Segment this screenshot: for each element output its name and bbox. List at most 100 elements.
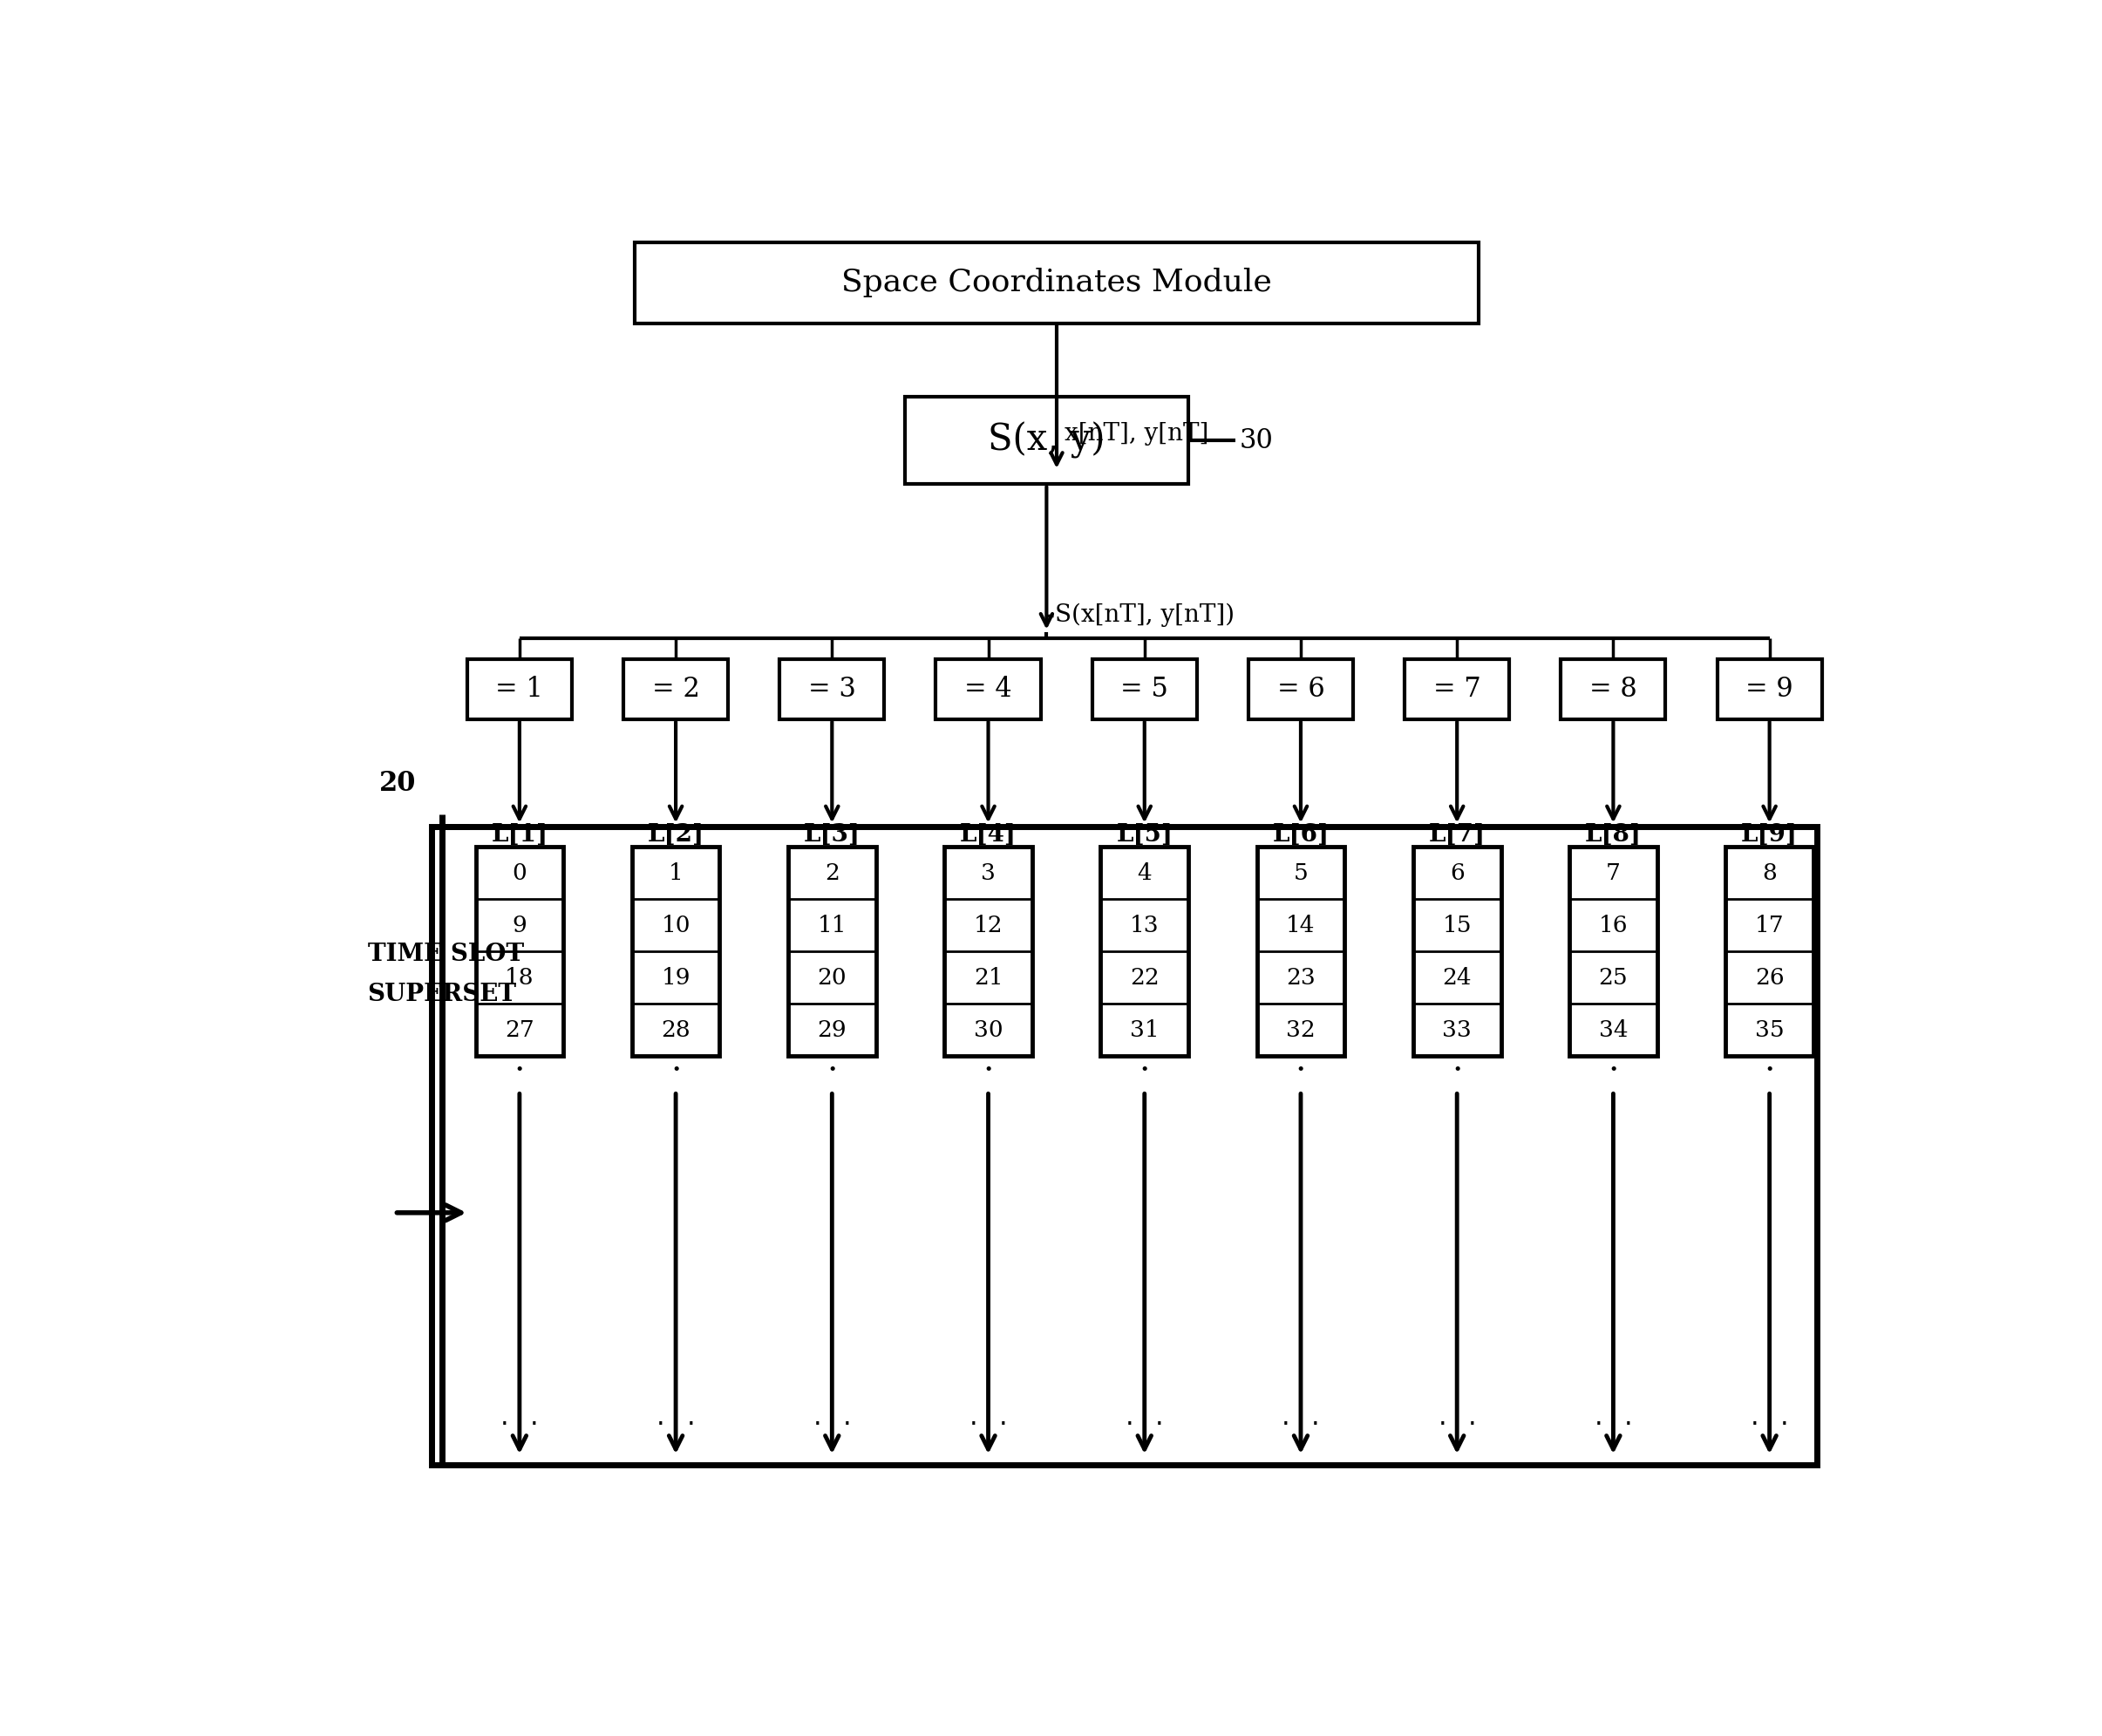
Text: ·: · [1452,1055,1463,1087]
Text: 20: 20 [380,769,416,797]
FancyBboxPatch shape [431,826,1816,1465]
FancyBboxPatch shape [1249,660,1354,719]
Text: 22: 22 [1129,967,1158,988]
Text: L[7]: L[7] [1429,823,1486,847]
Text: = 3: = 3 [807,675,856,703]
Text: 4: 4 [1137,863,1152,884]
Text: = 7: = 7 [1434,675,1482,703]
Text: ·: · [984,1055,994,1087]
Text: 2: 2 [824,863,839,884]
Text: 23: 23 [1286,967,1316,988]
Text: 12: 12 [973,915,1003,936]
Text: ·: · [969,1413,977,1437]
FancyBboxPatch shape [1413,847,1501,1055]
Text: ·: · [1156,1413,1165,1437]
Text: ·: · [1282,1413,1291,1437]
FancyBboxPatch shape [1404,660,1509,719]
Text: ·: · [1438,1413,1446,1437]
Text: = 2: = 2 [652,675,700,703]
Text: SUPERSET: SUPERSET [368,983,517,1007]
Text: ·: · [500,1413,509,1437]
Text: ·: · [1764,1055,1774,1087]
FancyBboxPatch shape [467,660,572,719]
FancyBboxPatch shape [1562,660,1665,719]
FancyBboxPatch shape [904,398,1188,484]
Text: ·: · [1467,1413,1476,1437]
Text: ·: · [843,1413,851,1437]
Text: ·: · [826,1055,837,1087]
Text: 30: 30 [973,1019,1003,1042]
Text: 14: 14 [1286,915,1316,936]
Text: ·: · [1125,1413,1133,1437]
Text: 6: 6 [1450,863,1465,884]
Text: 18: 18 [504,967,534,988]
FancyBboxPatch shape [935,660,1040,719]
FancyBboxPatch shape [1101,847,1188,1055]
Text: 28: 28 [662,1019,689,1042]
FancyBboxPatch shape [1257,847,1345,1055]
Text: 32: 32 [1286,1019,1316,1042]
FancyBboxPatch shape [633,847,719,1055]
Text: 7: 7 [1606,863,1621,884]
FancyBboxPatch shape [475,847,563,1055]
Text: 11: 11 [818,915,847,936]
Text: ·: · [1139,1055,1150,1087]
Text: S(x[nT], y[nT]): S(x[nT], y[nT]) [1055,602,1234,627]
Text: 20: 20 [818,967,847,988]
Text: 29: 29 [818,1019,847,1042]
Text: S(x, y): S(x, y) [988,422,1106,458]
Text: ·: · [998,1413,1007,1437]
Text: L[6]: L[6] [1272,823,1328,847]
Text: = 8: = 8 [1589,675,1637,703]
Text: TIME SLOT: TIME SLOT [368,943,523,965]
Text: L[3]: L[3] [803,823,860,847]
FancyBboxPatch shape [944,847,1032,1055]
Text: Space Coordinates Module: Space Coordinates Module [841,267,1272,297]
Text: = 4: = 4 [965,675,1011,703]
Text: ·: · [1593,1413,1602,1437]
Text: ·: · [1751,1413,1759,1437]
Text: 30: 30 [1238,427,1274,455]
Text: L[5]: L[5] [1116,823,1173,847]
Text: 26: 26 [1755,967,1785,988]
Text: ·: · [656,1413,664,1437]
Text: ·: · [1295,1055,1305,1087]
Text: 3: 3 [982,863,996,884]
Text: 5: 5 [1293,863,1307,884]
Text: 27: 27 [504,1019,534,1042]
Text: 1: 1 [668,863,683,884]
Text: ·: · [1608,1055,1619,1087]
Text: L[4]: L[4] [961,823,1017,847]
Text: = 6: = 6 [1276,675,1324,703]
Text: ·: · [1312,1413,1320,1437]
Text: 9: 9 [513,915,528,936]
Text: ·: · [1625,1413,1633,1437]
Text: ·: · [515,1055,526,1087]
Text: 31: 31 [1131,1019,1158,1042]
Text: 0: 0 [513,863,528,884]
Text: 15: 15 [1442,915,1471,936]
Text: = 9: = 9 [1745,675,1793,703]
Text: L[8]: L[8] [1585,823,1642,847]
Text: 34: 34 [1600,1019,1627,1042]
Text: ·: · [687,1413,696,1437]
Text: ·: · [530,1413,538,1437]
FancyBboxPatch shape [1093,660,1196,719]
Text: ·: · [813,1413,822,1437]
Text: 35: 35 [1755,1019,1785,1042]
Text: 25: 25 [1600,967,1627,988]
Text: L[1]: L[1] [492,823,549,847]
Text: 13: 13 [1131,915,1158,936]
Text: ·: · [671,1055,681,1087]
Text: L[9]: L[9] [1740,823,1797,847]
Text: 10: 10 [662,915,689,936]
Text: x[nT], y[nT]: x[nT], y[nT] [1066,422,1209,446]
Text: L[2]: L[2] [647,823,704,847]
FancyBboxPatch shape [1570,847,1656,1055]
Text: 8: 8 [1761,863,1776,884]
Text: 17: 17 [1755,915,1785,936]
FancyBboxPatch shape [1717,660,1822,719]
FancyBboxPatch shape [1726,847,1814,1055]
Text: ·: · [1780,1413,1789,1437]
Text: = 1: = 1 [496,675,544,703]
